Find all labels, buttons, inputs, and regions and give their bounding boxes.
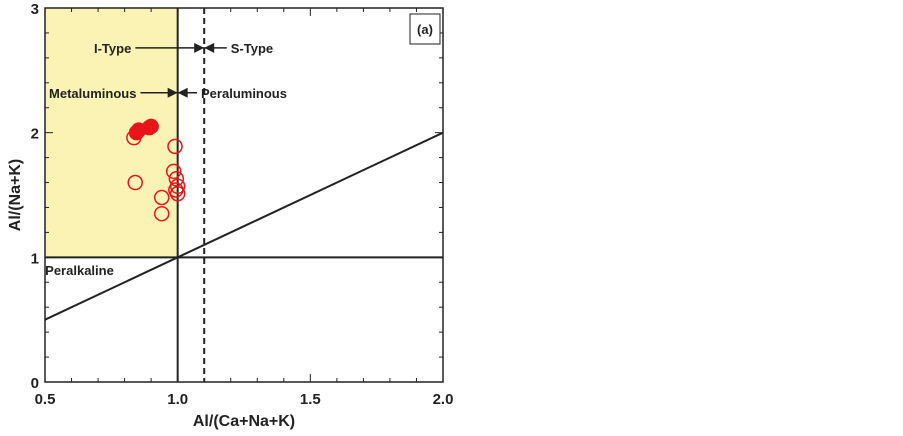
x-tick-label: 0.5 xyxy=(35,391,56,408)
open-data-point xyxy=(169,186,186,202)
y-axis-title: Al/(Na+K) xyxy=(7,159,24,231)
filled-data-point xyxy=(143,118,159,135)
open-data-point xyxy=(168,171,185,187)
plot-frame-layer xyxy=(44,7,444,383)
annotations-layer: I-Type S-Type Metaluminous Peraluminous Pera… xyxy=(45,41,287,278)
open-data-point xyxy=(153,205,170,222)
open-data-point xyxy=(126,129,142,146)
annotation-arrow-head xyxy=(167,87,178,98)
ticks-layer: 0.5 1.0 1.5 2.0 0 1 2 3 xyxy=(31,1,454,408)
y-tick-label: 0 xyxy=(31,375,39,392)
annotation-label: Peralkaline xyxy=(45,263,114,278)
y-tick-label: 3 xyxy=(31,1,39,18)
x-tick-label: 1.5 xyxy=(300,391,321,408)
open-data-point xyxy=(153,189,170,206)
annotation-arrow-head xyxy=(177,87,188,98)
annotation-arrow-head xyxy=(194,42,205,53)
open-data-point xyxy=(127,174,143,191)
plot-frame xyxy=(44,7,444,383)
y-tick-label: 2 xyxy=(31,126,39,143)
open-data-point xyxy=(167,138,183,155)
panel-label: (a) xyxy=(417,22,433,37)
annotation-arrow-head xyxy=(204,42,215,53)
annotation-label: Metaluminous xyxy=(49,86,136,101)
panel-label-box: (a) xyxy=(409,13,441,45)
data-points-layer xyxy=(126,118,186,222)
x-axis-title: Al/(Ca+Na+K) xyxy=(193,413,295,430)
open-data-point xyxy=(165,163,182,180)
y-tick-label: 1 xyxy=(31,250,39,267)
diagonal-boundary-line xyxy=(44,131,444,321)
x-tick-label: 2.0 xyxy=(433,391,454,408)
panel-label-frame xyxy=(409,13,441,45)
annotation-label: S-Type xyxy=(231,41,273,56)
annotation-label: Peraluminous xyxy=(201,86,287,101)
x-tick-label: 1.0 xyxy=(167,391,188,408)
boundary-lines-layer xyxy=(44,8,444,382)
annotation-label: I-Type xyxy=(94,41,131,56)
